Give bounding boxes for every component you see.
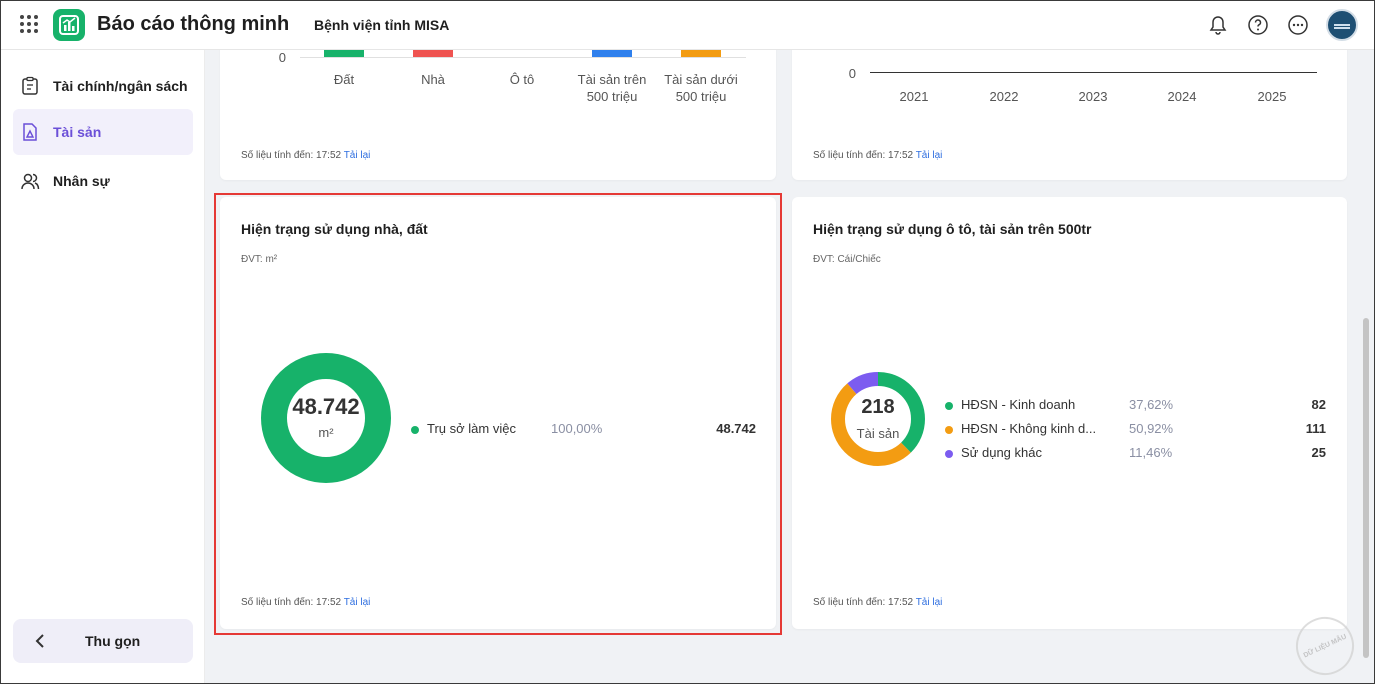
reload-link[interactable]: Tải lại <box>343 150 371 161</box>
app-header: Báo cáo thông minh Bệnh viện tỉnh MISA <box>0 0 1375 50</box>
legend-value: 25 <box>1311 445 1326 460</box>
user-avatar[interactable] <box>1326 9 1358 41</box>
legend-name: HĐSN - Không kinh d... <box>961 421 1097 436</box>
x-label-duoi-500-line1: Tài sản dưới <box>664 72 738 87</box>
x-label-year: 2025 <box>1257 89 1287 104</box>
donut-total-value: 218 <box>861 396 895 418</box>
vehicle-usage-card: Hiện trạng sử dụng ô tô, tài sản trên 50… <box>792 197 1347 629</box>
sidebar-item-label: Nhân sự <box>53 173 110 189</box>
legend-row: Trụ sở làm việc 100,00% 48.742 <box>411 421 756 439</box>
legend-row: HĐSN - Kinh doanh 37,62% 82 <box>945 397 1326 415</box>
card-title: Hiện trạng sử dụng ô tô, tài sản trên 50… <box>813 221 1092 237</box>
x-label-oto: Ô tô <box>509 72 535 87</box>
x-label-year: 2022 <box>989 89 1019 104</box>
donut-total-label: Tài sản <box>856 426 900 441</box>
unit-label: ĐVT: m² <box>241 254 278 265</box>
app-logo-icon <box>53 9 85 41</box>
timestamp-text: Số liệu tính đến: 17:52 <box>813 597 914 608</box>
timestamp-text: Số liệu tính đến: 17:52 <box>241 150 342 161</box>
reload-link[interactable]: Tải lại <box>343 597 371 608</box>
more-options-icon[interactable] <box>1287 14 1309 36</box>
x-label-tren-500-line1: Tài sản trên <box>577 72 647 87</box>
sidebar-item-assets[interactable]: Tài sản <box>13 109 193 155</box>
legend-name: Sử dụng khác <box>961 445 1042 460</box>
collapse-label: Thu gọn <box>85 633 141 649</box>
legend-name: HĐSN - Kinh doanh <box>961 397 1076 412</box>
app-title: Báo cáo thông minh <box>97 13 290 35</box>
x-label-tren-500-line2: 500 triệu <box>586 89 638 104</box>
x-axis-line <box>300 57 746 58</box>
x-label-dat: Đất <box>333 72 355 87</box>
vertical-scrollbar[interactable] <box>1363 318 1369 658</box>
legend-row: Sử dụng khác 11,46% 25 <box>945 445 1326 463</box>
sidebar-item-label: Tài sản <box>53 124 102 140</box>
legend-dot <box>945 402 953 410</box>
data-timestamp: Số liệu tính đến: 17:52 Tải lại <box>241 597 370 608</box>
x-label-year: 2023 <box>1078 89 1108 104</box>
users-icon <box>20 171 40 191</box>
timestamp-text: Số liệu tính đến: 17:52 <box>813 150 914 161</box>
clipboard-icon <box>20 76 40 96</box>
legend-name: Trụ sở làm việc <box>427 421 516 436</box>
x-label-duoi-500-line2: 500 triệu <box>675 89 727 104</box>
legend-dot <box>945 426 953 434</box>
collapse-sidebar-button[interactable]: Thu gọn <box>13 619 193 663</box>
donut-slice-2 <box>831 372 925 466</box>
bar-tren-500 <box>592 50 632 57</box>
asset-document-icon <box>20 122 40 142</box>
vehicle-donut-chart <box>831 372 925 466</box>
unit-label: ĐVT: Cái/Chiếc <box>813 254 881 265</box>
app-launcher-icon[interactable] <box>20 15 38 33</box>
org-name[interactable]: Bệnh viện tỉnh MISA <box>314 17 450 33</box>
help-icon[interactable] <box>1247 14 1269 36</box>
bell-icon[interactable] <box>1207 14 1229 36</box>
legend-row: HĐSN - Không kinh d... 50,92% 111 <box>945 421 1326 439</box>
x-label-year: 2021 <box>899 89 929 104</box>
data-timestamp: Số liệu tính đến: 17:52 Tải lại <box>813 597 942 608</box>
legend-value: 48.742 <box>716 421 756 436</box>
legend-percent: 37,62% <box>1129 397 1174 412</box>
donut-slice-1 <box>831 372 925 466</box>
legend-value: 111 <box>1305 421 1326 436</box>
sidebar: Tài chính/ngân sách Tài sản Nhân sự Thu … <box>0 50 205 684</box>
sidebar-item-label: Tài chính/ngân sách <box>53 78 188 94</box>
data-timestamp: Số liệu tính đến: 17:52 Tải lại <box>241 150 370 161</box>
reload-link[interactable]: Tải lại <box>915 597 943 608</box>
chevron-left-icon <box>33 632 47 650</box>
legend-value: 82 <box>1311 397 1326 412</box>
legend-percent: 11,46% <box>1129 445 1173 460</box>
sidebar-item-finance[interactable]: Tài chính/ngân sách <box>13 63 193 109</box>
donut-slice-0 <box>261 353 391 483</box>
bar-nha <box>413 50 453 57</box>
card-title: Hiện trạng sử dụng nhà, đất <box>241 221 428 237</box>
timestamp-text: Số liệu tính đến: 17:52 <box>241 597 342 608</box>
x-axis-line <box>870 72 1317 73</box>
legend-percent: 100,00% <box>551 421 603 436</box>
sidebar-item-hr[interactable]: Nhân sự <box>13 158 193 204</box>
reload-link[interactable]: Tải lại <box>915 150 943 161</box>
land-donut-chart <box>261 353 391 483</box>
x-label-year: 2024 <box>1167 89 1197 104</box>
y-axis-zero-label: 0 <box>278 50 286 65</box>
bar-dat <box>324 50 364 57</box>
x-label-nha: Nhà <box>421 72 445 87</box>
data-timestamp: Số liệu tính đến: 17:52 Tải lại <box>813 150 942 161</box>
legend-dot <box>411 426 419 434</box>
legend-percent: 50,92% <box>1129 421 1174 436</box>
bar-duoi-500 <box>681 50 721 57</box>
watermark-text: DỮ LIỆU MẪU <box>1302 632 1348 660</box>
y-axis-zero-label: 0 <box>848 66 856 81</box>
legend-dot <box>945 450 953 458</box>
land-usage-card: Hiện trạng sử dụng nhà, đất ĐVT: m² 48.7… <box>220 197 776 629</box>
donut-total-value: 48.742 <box>292 394 360 419</box>
donut-total-unit: m² <box>318 425 334 440</box>
bar-oto <box>502 50 542 57</box>
